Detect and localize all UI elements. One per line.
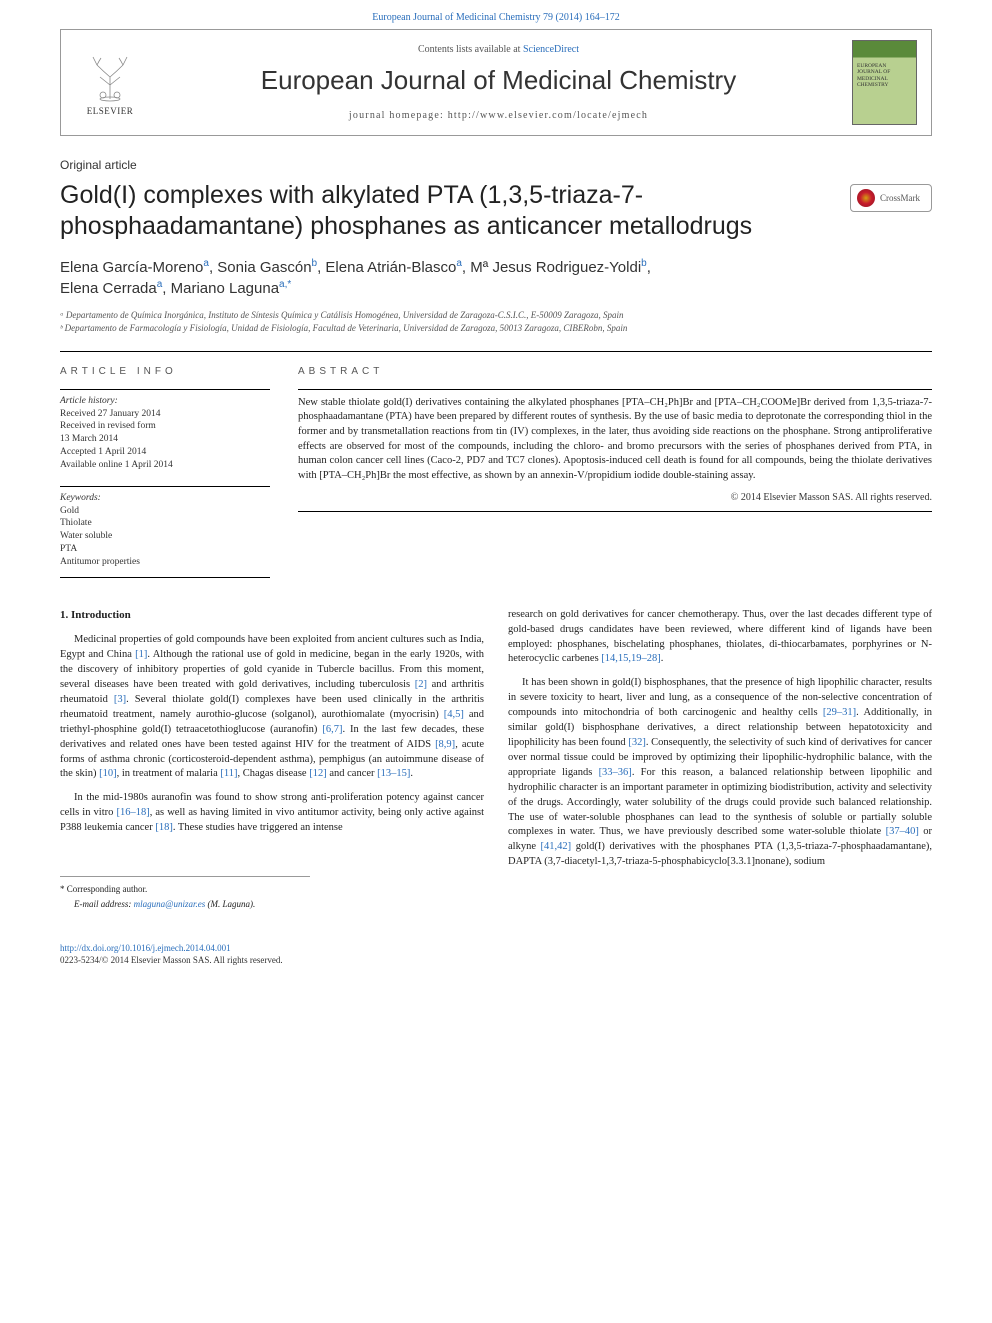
crossmark-icon — [857, 189, 875, 207]
citation-link[interactable]: [2] — [415, 679, 427, 690]
journal-homepage: journal homepage: http://www.elsevier.co… — [145, 110, 852, 121]
journal-title: European Journal of Medicinal Chemistry — [145, 65, 852, 96]
cover-title: EUROPEAN JOURNAL OF MEDICINAL CHEMISTRY — [857, 63, 912, 88]
citation-link[interactable]: [32] — [628, 737, 646, 748]
crossmark-label: CrossMark — [880, 193, 920, 203]
keyword: PTA — [60, 543, 270, 556]
citation-link[interactable]: [13–15] — [377, 768, 410, 779]
author-sep: , Mª Jesus Rodriguez-Yoldi — [462, 259, 641, 276]
citation-link[interactable]: [1] — [135, 649, 147, 660]
doi-link[interactable]: http://dx.doi.org/10.1016/j.ejmech.2014.… — [60, 943, 231, 953]
history-received: Received 27 January 2014 — [60, 408, 270, 421]
abstract-block: ABSTRACT New stable thiolate gold(I) der… — [298, 366, 932, 584]
citation-link[interactable]: [41,42] — [541, 841, 572, 852]
keyword: Antitumor properties — [60, 556, 270, 569]
history-accepted: Accepted 1 April 2014 — [60, 446, 270, 459]
crossmark-badge[interactable]: CrossMark — [850, 184, 932, 212]
citation-link[interactable]: [4,5] — [444, 709, 464, 720]
column-right: research on gold derivatives for cancer … — [508, 608, 932, 921]
history-revised: Received in revised form — [60, 420, 270, 433]
article-title: Gold(I) complexes with alkylated PTA (1,… — [60, 180, 838, 243]
citation-link[interactable]: [6,7] — [322, 724, 342, 735]
author-sep: , Mariano Laguna — [162, 280, 279, 297]
corresponding-star: * — [287, 279, 291, 290]
elsevier-tree-icon — [85, 49, 135, 104]
journal-header: ELSEVIER Contents lists available at Sci… — [60, 29, 932, 136]
abstract-text: New stable thiolate gold(I) derivatives … — [298, 396, 932, 484]
history-online: Available online 1 April 2014 — [60, 459, 270, 472]
footer: http://dx.doi.org/10.1016/j.ejmech.2014.… — [60, 943, 932, 965]
publisher-name: ELSEVIER — [87, 106, 134, 116]
abstract-copyright: © 2014 Elsevier Masson SAS. All rights r… — [298, 492, 932, 503]
citation-link[interactable]: [12] — [309, 768, 327, 779]
citation-link[interactable]: [29–31] — [823, 707, 856, 718]
citation-link[interactable]: [11] — [220, 768, 237, 779]
journal-ref-link[interactable]: European Journal of Medicinal Chemistry … — [0, 0, 992, 29]
article-info-block: ARTICLE INFO Article history: Received 2… — [60, 366, 270, 584]
email-link[interactable]: mlaguna@unizar.es — [134, 899, 206, 909]
citation-link[interactable]: [14,15,19–28] — [601, 653, 661, 664]
info-rule — [60, 486, 270, 487]
issn-copyright: 0223-5234/© 2014 Elsevier Masson SAS. Al… — [60, 955, 932, 965]
affiliation: ᵇ Departamento de Farmacología y Fisiolo… — [60, 322, 932, 335]
email-line: E-mail address: mlaguna@unizar.es (M. La… — [60, 898, 484, 911]
keyword: Gold — [60, 505, 270, 518]
column-left: 1. Introduction Medicinal properties of … — [60, 608, 484, 921]
body-columns: 1. Introduction Medicinal properties of … — [60, 608, 932, 921]
history-revised-date: 13 March 2014 — [60, 433, 270, 446]
corresponding-author-note: * Corresponding author. — [60, 883, 484, 896]
citation-link[interactable]: [37–40] — [886, 826, 919, 837]
article-info-heading: ARTICLE INFO — [60, 366, 270, 377]
info-rule — [60, 577, 270, 578]
homepage-prefix: journal homepage: — [349, 110, 448, 121]
citation-link[interactable]: [16–18] — [116, 807, 149, 818]
citation-link[interactable]: [18] — [155, 822, 173, 833]
keyword: Thiolate — [60, 517, 270, 530]
citation-link[interactable]: [33–36] — [599, 767, 632, 778]
author: Elena Cerrada — [60, 280, 157, 297]
author: Elena García-Moreno — [60, 259, 203, 276]
authors-list: Elena García-Morenoa, Sonia Gascónb, Ele… — [60, 257, 932, 299]
author-sep: , Sonia Gascón — [209, 259, 312, 276]
section-heading: 1. Introduction — [60, 608, 484, 624]
header-center: Contents lists available at ScienceDirec… — [145, 44, 852, 121]
article-type: Original article — [60, 158, 932, 172]
abstract-heading: ABSTRACT — [298, 366, 932, 377]
homepage-url[interactable]: http://www.elsevier.com/locate/ejmech — [448, 110, 648, 121]
keyword: Water soluble — [60, 530, 270, 543]
body-paragraph: research on gold derivatives for cancer … — [508, 608, 932, 668]
author-sep: , — [647, 259, 651, 276]
body-paragraph: Medicinal properties of gold compounds h… — [60, 633, 484, 782]
citation-link[interactable]: [10] — [99, 768, 117, 779]
history-label: Article history: — [60, 396, 270, 406]
sciencedirect-link[interactable]: ScienceDirect — [523, 44, 579, 55]
affiliations: ᵃ Departamento de Química Inorgánica, In… — [60, 309, 932, 335]
info-rule — [60, 389, 270, 390]
publisher-logo: ELSEVIER — [75, 40, 145, 125]
info-rule — [298, 389, 932, 390]
contents-prefix: Contents lists available at — [418, 44, 523, 55]
body-paragraph: In the mid-1980s auranofin was found to … — [60, 791, 484, 836]
keywords-label: Keywords: — [60, 493, 270, 503]
footnote-rule — [60, 876, 310, 877]
citation-link[interactable]: [8,9] — [435, 739, 455, 750]
citation-link[interactable]: [3] — [114, 694, 126, 705]
info-rule — [298, 511, 932, 512]
affiliation: ᵃ Departamento de Química Inorgánica, In… — [60, 309, 932, 322]
author-sep: , Elena Atrián-Blasco — [317, 259, 456, 276]
journal-cover-thumbnail: EUROPEAN JOURNAL OF MEDICINAL CHEMISTRY — [852, 40, 917, 125]
contents-available: Contents lists available at ScienceDirec… — [145, 44, 852, 55]
body-paragraph: It has been shown in gold(I) bisphosphan… — [508, 676, 932, 870]
